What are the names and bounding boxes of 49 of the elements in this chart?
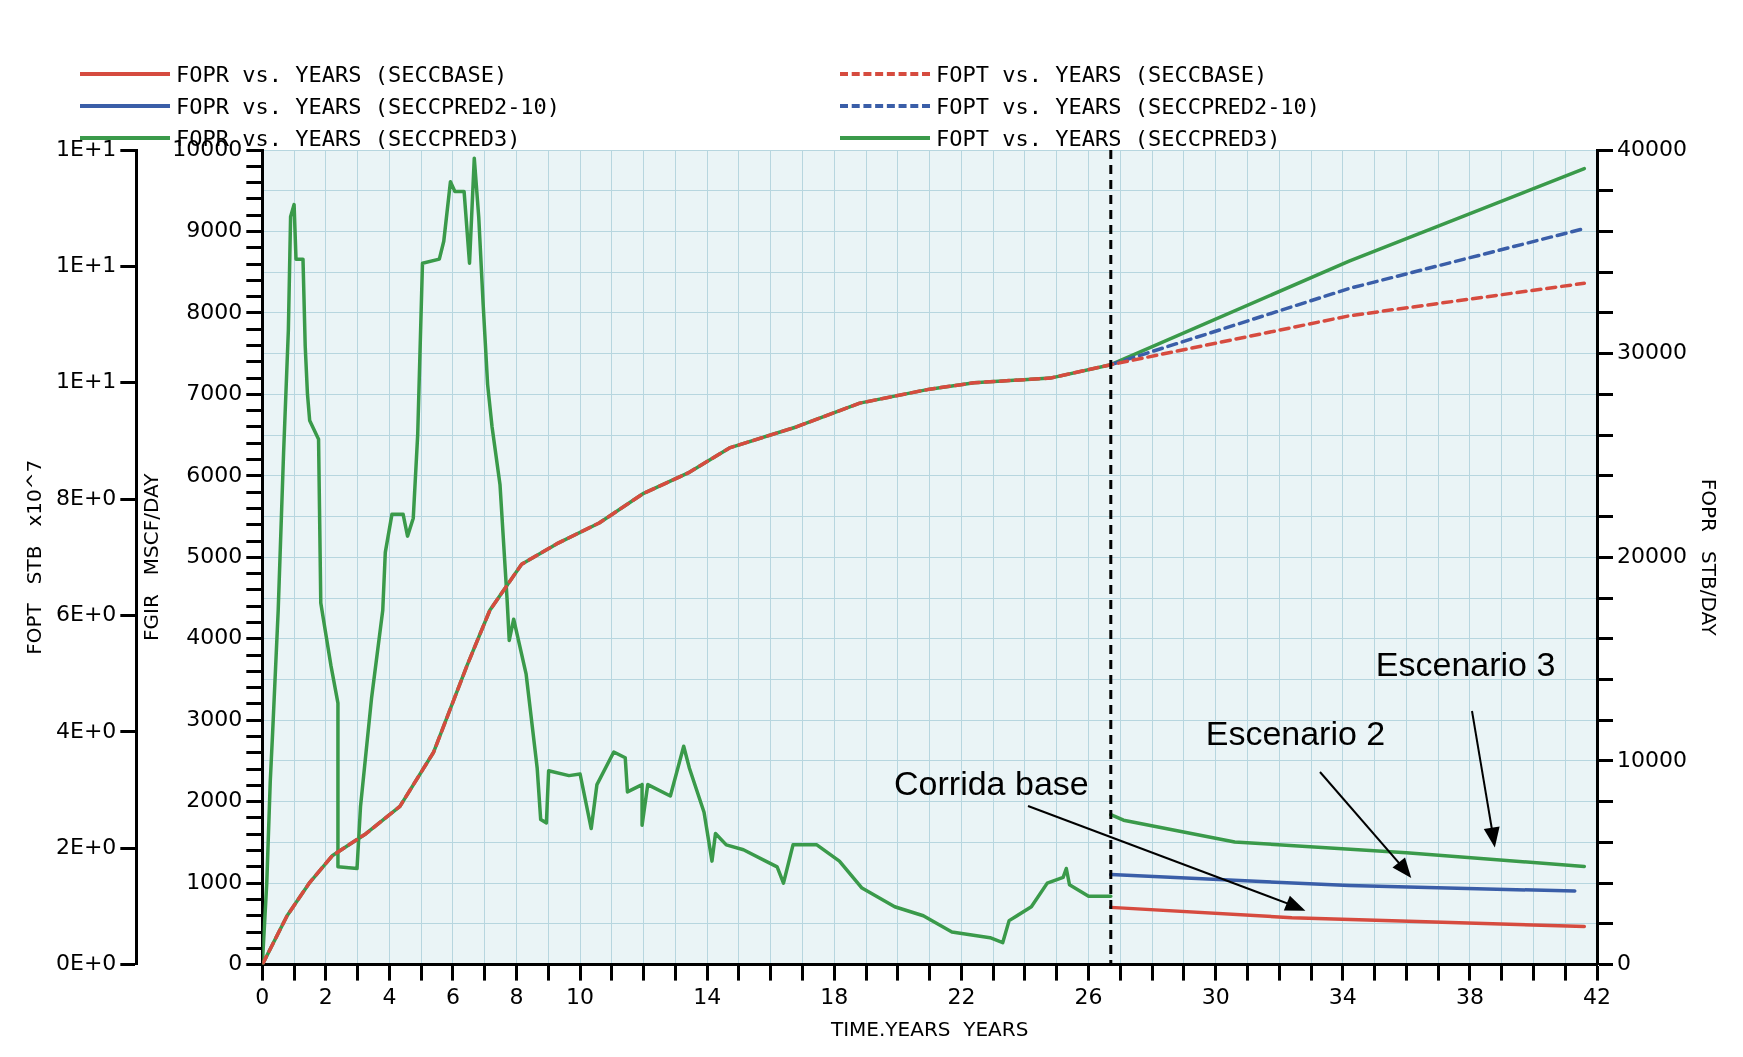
legend-label: FOPT vs. YEARS (SECCBASE) [936,61,1268,87]
x-tick-label: 26 [1074,983,1103,1009]
x-tick-label: 38 [1455,983,1484,1009]
y-tick-label: 40000 [1617,135,1688,161]
annotation: Corrida base [894,763,1089,803]
annotation: Escenario 2 [1205,713,1386,753]
y3-tick-label: 1E+1 [56,252,117,278]
y2-tick-label: 6000 [186,461,243,487]
x-tick-label: 18 [820,983,849,1009]
x-tick-label: 30 [1201,983,1230,1009]
y3-tick-label: 1E+1 [56,368,117,394]
y3-tick-label: 8E+0 [56,484,117,510]
y3-tick-label: 1E+1 [56,135,117,161]
legend-label: FOPR vs. YEARS (SECCPRED2-10) [176,93,561,119]
y2-tick-label: 1000 [186,868,243,894]
y2-tick-label: 3000 [186,705,243,731]
x-tick-label: 2 [318,983,333,1009]
x-tick-label: 42 [1583,983,1612,1009]
legend-label: FOPR vs. YEARS (SECCBASE) [176,61,508,87]
y3-axis-title: FOPT STB x10^7 [22,459,47,655]
y-tick-label: 0 [1617,950,1632,976]
y-axis-title: FOPR STB/DAY [1696,478,1721,637]
x-tick-label: 6 [445,983,460,1009]
y-tick-label: 30000 [1617,339,1688,365]
x-axis-title: TIME.YEARS YEARS [829,1017,1029,1042]
x-tick-label: 22 [947,983,976,1009]
y-tick-label: 10000 [1617,746,1688,772]
y3-tick-label: 4E+0 [56,717,117,743]
y2-tick-label: 5000 [186,543,243,569]
y2-axis-title: FGIR MSCF/DAY [138,472,163,642]
x-tick-label: 8 [509,983,524,1009]
y3-tick-label: 2E+0 [56,833,117,859]
y2-tick-label: 2000 [186,787,243,813]
x-tick-label: 0 [255,983,270,1009]
y3-tick-label: 0E+0 [56,950,117,976]
x-tick-label: 4 [382,983,397,1009]
x-tick-label: 14 [693,983,722,1009]
y2-tick-label: 9000 [186,217,243,243]
legend-label: FOPT vs. YEARS (SECCPRED2-10) [936,93,1321,119]
y2-tick-label: 4000 [186,624,243,650]
x-tick-label: 10 [566,983,595,1009]
annotation: Escenario 3 [1375,644,1556,684]
y2-tick-label: 7000 [186,380,243,406]
y2-tick-label: 0 [228,950,243,976]
y-tick-label: 20000 [1617,543,1688,569]
x-tick-label: 34 [1328,983,1357,1009]
y3-tick-label: 6E+0 [56,601,117,627]
y2-tick-label: 8000 [186,298,243,324]
legend-label: FOPT vs. YEARS (SECCPRED3) [936,125,1281,151]
